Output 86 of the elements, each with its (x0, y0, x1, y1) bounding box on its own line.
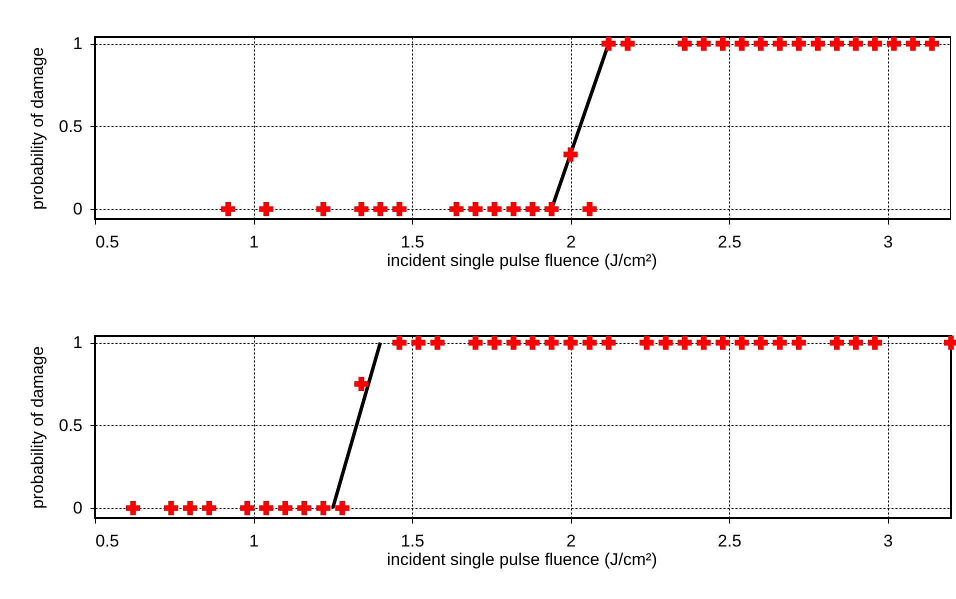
point (221, 202, 236, 216)
point (640, 336, 654, 350)
point (183, 501, 198, 516)
point (468, 202, 483, 216)
point (772, 336, 787, 350)
point (563, 336, 578, 350)
x-tick-label: 0.5 (96, 532, 120, 550)
y-tick-label: 0.5 (58, 116, 82, 136)
y-tick-label: 0 (73, 200, 82, 219)
point (373, 202, 388, 216)
x-tick-label: 3 (883, 232, 893, 252)
point (848, 36, 863, 51)
point (487, 336, 502, 350)
x-tick-label: 1.5 (400, 232, 424, 252)
y-axis-title: probability of damage (28, 346, 47, 509)
point (430, 336, 444, 350)
point (354, 202, 368, 216)
point (240, 501, 254, 516)
x-tick-label: 1 (249, 232, 259, 252)
point (792, 36, 806, 51)
point (772, 36, 787, 51)
point (297, 501, 312, 516)
point (868, 336, 882, 350)
point (868, 36, 882, 51)
point (602, 36, 616, 51)
y-tick-label: 1 (73, 333, 82, 352)
point (392, 202, 406, 216)
x-tick-label: 3 (883, 532, 893, 550)
y-axis-title: probability of damage (28, 47, 47, 210)
x-tick-label: 2.5 (718, 532, 742, 550)
point (582, 202, 597, 216)
point (449, 202, 464, 216)
point (563, 147, 578, 162)
x-tick-label: 0.5 (96, 232, 120, 252)
x-tick-label: 2 (566, 532, 576, 550)
point (886, 36, 902, 51)
point (658, 336, 673, 350)
point (734, 336, 749, 350)
point (316, 202, 330, 216)
point (582, 336, 597, 350)
point (164, 501, 178, 516)
point (392, 336, 406, 350)
point (468, 336, 483, 350)
point (848, 336, 863, 350)
point (335, 501, 350, 516)
x-axis-title: incident single pulse fluence (J/cm²) (386, 549, 658, 571)
point (525, 336, 540, 350)
point (754, 36, 768, 51)
point (259, 202, 274, 216)
x-tick-label: 2.5 (718, 232, 742, 252)
point (678, 336, 692, 350)
point (906, 36, 920, 51)
point (278, 501, 292, 516)
point (202, 501, 216, 516)
point (734, 36, 749, 51)
point (924, 36, 940, 51)
point (696, 336, 711, 350)
x-tick-label: 2 (566, 232, 576, 252)
point (544, 202, 559, 216)
point (354, 376, 368, 392)
y-tick-label: 0 (73, 498, 82, 518)
point (716, 336, 730, 350)
point (316, 501, 330, 516)
y-tick-label: 1 (73, 34, 82, 54)
point (525, 202, 540, 216)
point (754, 336, 768, 350)
point (716, 36, 730, 51)
point (487, 202, 502, 216)
x-tick-label: 1 (249, 532, 259, 550)
x-axis-title: incident single pulse fluence (J/cm²) (386, 250, 658, 272)
x-tick-label: 1.5 (400, 532, 424, 550)
point (792, 336, 806, 350)
point (620, 36, 635, 51)
point (696, 36, 711, 51)
point (506, 336, 521, 350)
point (830, 336, 844, 350)
y-tick-label: 0.5 (58, 416, 82, 435)
point (830, 36, 844, 51)
point (602, 336, 616, 350)
point (411, 336, 426, 350)
point (810, 36, 825, 51)
point (544, 336, 559, 350)
point (259, 501, 274, 516)
point (506, 202, 521, 216)
point (678, 36, 692, 51)
point (126, 501, 140, 516)
